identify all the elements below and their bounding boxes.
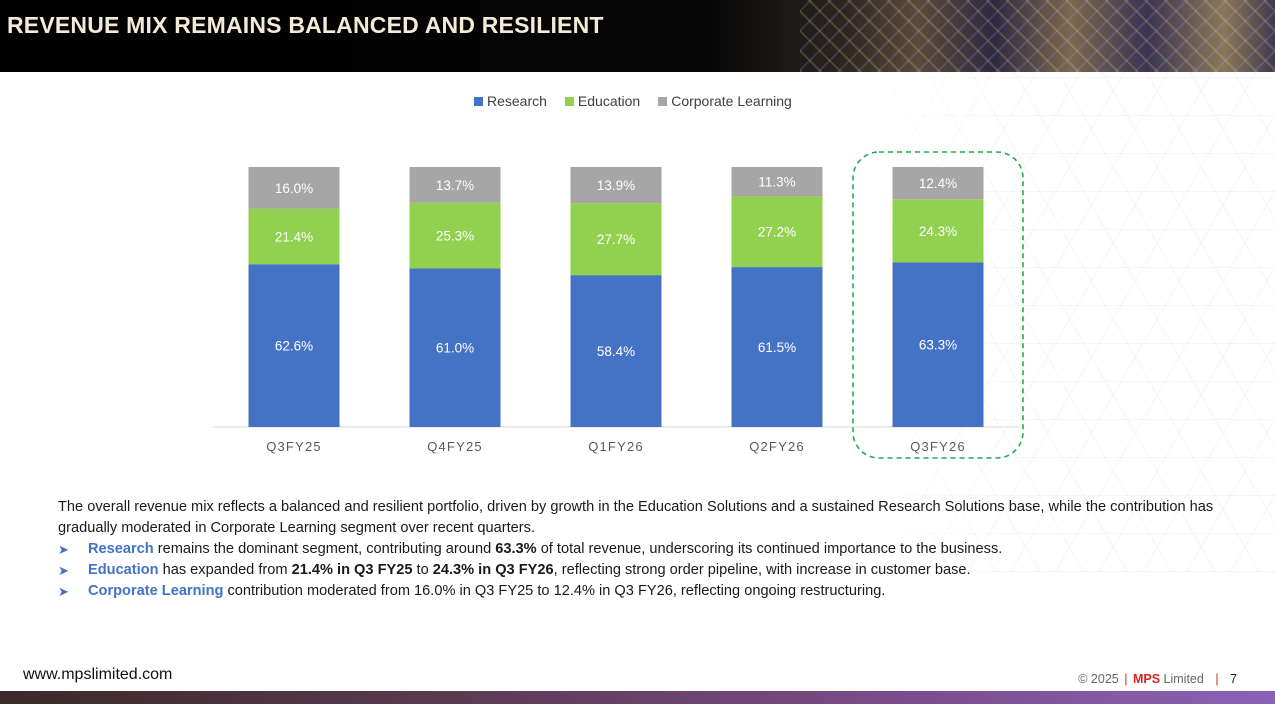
bar-research-Q2FY26: [731, 267, 823, 427]
page-title: REVENUE MIX REMAINS BALANCED AND RESILIE…: [7, 12, 604, 38]
bar-education-Q1FY26: [570, 203, 662, 276]
footer-copyright: © 2025 | MPS Limited | 7: [1078, 672, 1237, 686]
bullet-corporate-learning: ➤ Corporate Learning contribution moderat…: [58, 581, 1228, 602]
data-label-research-Q1FY26: 58.4%: [597, 344, 635, 359]
data-label-education-Q1FY26: 27.7%: [597, 232, 635, 247]
bar-corporate-learning-Q2FY26: [731, 167, 823, 197]
bar-education-Q4FY25: [409, 202, 501, 269]
legend-swatch-education: [564, 96, 574, 106]
bullet-text: remains the dominant segment, contributi…: [153, 541, 496, 557]
brand-suffix: Limited: [1163, 672, 1204, 686]
legend-label-corporate-learning: Corporate Learning: [671, 93, 792, 109]
data-label-corporate-learning-Q3FY26: 12.4%: [919, 176, 957, 191]
segment-name-education: Education: [88, 562, 159, 578]
highlight-box: [852, 151, 1024, 459]
data-label-corporate-learning-Q4FY25: 13.7%: [436, 178, 474, 193]
page-number: 7: [1230, 672, 1237, 686]
bar-corporate-learning-Q4FY25: [409, 167, 501, 203]
bullet-research: ➤ Research remains the dominant segment, …: [58, 539, 1228, 560]
commentary-text: The overall revenue mix reflects a balan…: [58, 497, 1228, 602]
bullet-text: of total revenue, underscoring its conti…: [536, 541, 1003, 557]
legend-item-research: Research: [474, 93, 547, 109]
x-tick-label-Q2FY26: Q2FY26: [749, 439, 805, 454]
legend-swatch-research: [474, 96, 483, 106]
data-label-research-Q2FY26: 61.5%: [758, 340, 796, 355]
data-label-research-Q3FY25: 62.6%: [275, 339, 313, 354]
x-tick-label-Q1FY26: Q1FY26: [588, 439, 644, 454]
separator: |: [1124, 672, 1128, 686]
x-tick-label-Q3FY25: Q3FY25: [266, 439, 322, 454]
header-banner: REVENUE MIX REMAINS BALANCED AND RESILIE…: [0, 0, 1275, 72]
bullet-emphasis: 63.3%: [495, 541, 537, 557]
bullet-emphasis: 21.4% in Q3 FY25: [291, 562, 413, 578]
bullet-education: ➤ Education has expanded from 21.4% in Q3…: [58, 560, 1228, 581]
bar-education-Q2FY26: [731, 196, 823, 268]
bar-education-Q3FY25: [248, 208, 340, 265]
bar-research-Q4FY25: [409, 268, 501, 427]
bar-research-Q3FY25: [248, 264, 340, 427]
bar-corporate-learning-Q1FY26: [570, 167, 662, 204]
data-label-corporate-learning-Q3FY25: 16.0%: [275, 181, 313, 196]
bar-research-Q1FY26: [570, 275, 662, 427]
intro-paragraph: The overall revenue mix reflects a balan…: [58, 499, 1214, 536]
bar-education-Q3FY26: [892, 199, 984, 263]
revenue-mix-stacked-bar-chart: 62.6% 21.4% 16.0% Q3FY25 61.0% 25.3% 13.7% Q4FY…: [213, 151, 1024, 459]
legend-item-education: Education: [564, 93, 641, 109]
brand-mps: MPS: [1132, 672, 1161, 686]
data-label-research-Q4FY25: 61.0%: [436, 341, 474, 356]
x-tick-label-Q4FY25: Q4FY25: [427, 439, 483, 454]
segment-name-corporate-learning: Corporate Learning: [88, 583, 224, 599]
legend-label-research: Research: [487, 93, 547, 109]
legend-label-education: Education: [577, 93, 641, 109]
data-label-education-Q3FY26: 24.3%: [919, 224, 957, 239]
legend-swatch-corporate-learning: [658, 96, 668, 106]
data-label-research-Q3FY26: 63.3%: [919, 338, 957, 353]
copyright-text: © 2025: [1078, 672, 1119, 686]
separator: |: [1215, 672, 1219, 686]
segment-name-research: Research: [88, 541, 154, 557]
bullet-text: , reflecting strong order pipeline, with…: [553, 562, 971, 578]
arrow-bullet-icon: ➤: [58, 542, 69, 557]
data-label-education-Q3FY25: 21.4%: [275, 229, 313, 244]
arrow-bullet-icon: ➤: [58, 584, 69, 599]
data-label-corporate-learning-Q1FY26: 13.9%: [597, 178, 635, 193]
data-label-corporate-learning-Q2FY26: 11.3%: [758, 175, 795, 190]
arrow-bullet-icon: ➤: [58, 563, 69, 578]
bullet-emphasis: 24.3% in Q3 FY26: [432, 562, 554, 578]
website-link[interactable]: www.mpslimited.com: [23, 666, 173, 683]
data-label-education-Q2FY26: 27.2%: [758, 225, 796, 240]
bar-corporate-learning-Q3FY25: [248, 167, 340, 209]
data-label-education-Q4FY25: 25.3%: [436, 229, 474, 244]
footer-gradient-bar: [0, 691, 1275, 704]
chart-legend: Research Education Corporate Learning: [474, 93, 792, 109]
bar-corporate-learning-Q3FY26: [892, 167, 984, 200]
bullet-text: has expanded from: [158, 562, 292, 578]
legend-item-corporate-learning: Corporate Learning: [658, 93, 792, 109]
header-decorative-image: [800, 0, 1275, 72]
bullet-text: to: [412, 562, 433, 578]
bullet-text: contribution moderated from 16.0% in Q3 …: [223, 583, 886, 599]
bar-research-Q3FY26: [892, 262, 984, 427]
x-tick-label-Q3FY26: Q3FY26: [910, 439, 966, 454]
